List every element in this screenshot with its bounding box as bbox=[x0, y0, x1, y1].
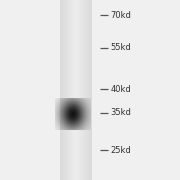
Bar bbox=[91, 0, 92, 180]
Bar bbox=[91, 0, 92, 180]
Bar bbox=[87, 0, 88, 180]
Bar bbox=[75, 0, 76, 180]
Bar bbox=[73, 0, 74, 180]
Bar bbox=[83, 0, 84, 180]
Bar bbox=[60, 0, 61, 180]
Bar bbox=[66, 0, 67, 180]
Bar bbox=[68, 0, 69, 180]
Bar bbox=[63, 0, 64, 180]
Bar bbox=[61, 0, 62, 180]
Bar bbox=[72, 0, 73, 180]
Bar bbox=[77, 0, 78, 180]
Bar bbox=[67, 0, 68, 180]
Bar bbox=[79, 0, 80, 180]
Bar bbox=[90, 0, 91, 180]
Bar bbox=[74, 0, 75, 180]
Bar bbox=[70, 0, 71, 180]
Bar bbox=[64, 0, 65, 180]
Bar bbox=[90, 0, 91, 180]
Bar bbox=[77, 0, 78, 180]
Bar bbox=[82, 0, 83, 180]
Bar bbox=[63, 0, 64, 180]
Bar bbox=[78, 0, 79, 180]
Text: 40kd: 40kd bbox=[111, 85, 131, 94]
Bar bbox=[83, 0, 84, 180]
Bar bbox=[69, 0, 70, 180]
Bar bbox=[86, 0, 87, 180]
Bar bbox=[81, 0, 82, 180]
Bar bbox=[78, 0, 79, 180]
Text: 70kd: 70kd bbox=[111, 11, 132, 20]
Bar bbox=[62, 0, 63, 180]
Text: 55kd: 55kd bbox=[111, 43, 131, 52]
Bar bbox=[80, 0, 81, 180]
Bar bbox=[76, 0, 77, 180]
Bar bbox=[65, 0, 66, 180]
Bar bbox=[76, 0, 77, 180]
Bar bbox=[64, 0, 65, 180]
Bar bbox=[89, 0, 90, 180]
Bar bbox=[62, 0, 63, 180]
Bar bbox=[75, 0, 76, 180]
Text: 35kd: 35kd bbox=[111, 108, 132, 117]
Bar bbox=[84, 0, 85, 180]
Bar bbox=[71, 0, 72, 180]
Bar bbox=[85, 0, 86, 180]
Bar bbox=[74, 0, 75, 180]
Text: 25kd: 25kd bbox=[111, 146, 131, 155]
Bar bbox=[88, 0, 89, 180]
